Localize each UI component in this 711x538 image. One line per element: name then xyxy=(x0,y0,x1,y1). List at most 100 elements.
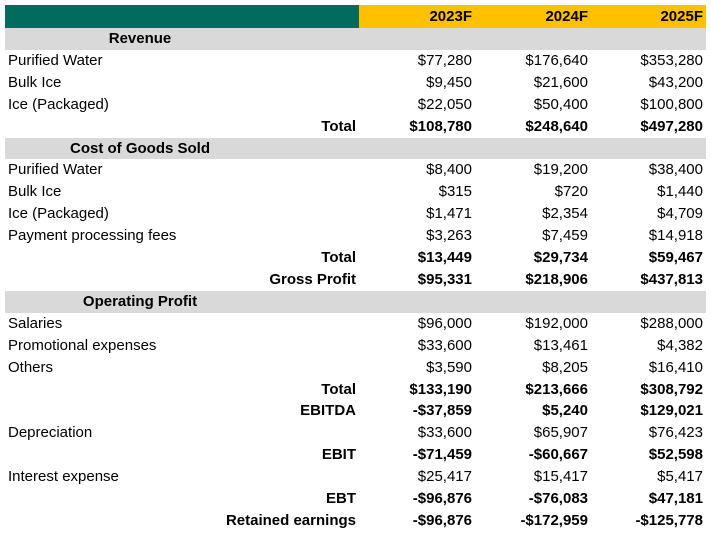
value-cell[interactable]: $133,190 xyxy=(409,380,472,398)
value-cell[interactable]: $8,205 xyxy=(542,358,588,376)
line-item-row: Salaries $96,000 $192,000 $288,000 xyxy=(5,313,706,335)
summary-row: EBIT -$71,459 -$60,667 $52,598 xyxy=(5,444,706,466)
value-cell[interactable]: $22,050 xyxy=(417,95,472,113)
value-cell[interactable]: $96,000 xyxy=(417,314,472,332)
value-cell[interactable]: $100,800 xyxy=(640,95,703,113)
value-cell[interactable]: $288,000 xyxy=(640,314,703,332)
summary-label-cell[interactable]: Gross Profit xyxy=(269,270,356,288)
value-cell[interactable]: $14,918 xyxy=(648,227,703,245)
summary-label-cell[interactable]: Total xyxy=(321,117,356,135)
value-cell[interactable]: $47,181 xyxy=(648,490,703,508)
value-cell[interactable]: $308,792 xyxy=(640,380,703,398)
section-empty-cell[interactable] xyxy=(359,28,475,50)
line-item-label-cell[interactable]: Payment processing fees xyxy=(8,227,177,245)
line-item-label-cell[interactable]: Purified Water xyxy=(8,51,103,69)
value-cell[interactable]: $33,600 xyxy=(417,424,472,442)
value-cell[interactable]: -$172,959 xyxy=(520,511,588,529)
line-item-label-cell[interactable]: Depreciation xyxy=(8,424,93,442)
line-item-label-cell[interactable]: Bulk Ice xyxy=(8,73,62,91)
section-empty-cell[interactable] xyxy=(591,137,706,160)
value-cell[interactable]: $5,417 xyxy=(657,468,703,486)
value-cell[interactable]: $21,600 xyxy=(533,73,588,91)
section-title[interactable]: Operating Profit xyxy=(5,290,359,313)
summary-label-cell[interactable]: EBT xyxy=(326,490,356,508)
section-empty-cell[interactable] xyxy=(475,290,591,313)
line-item-label-cell[interactable]: Others xyxy=(8,358,54,376)
value-cell[interactable]: -$96,876 xyxy=(412,511,472,529)
value-cell[interactable]: $248,640 xyxy=(525,117,588,135)
value-cell[interactable]: -$71,459 xyxy=(412,446,472,464)
value-cell[interactable]: -$96,876 xyxy=(412,490,472,508)
value-cell[interactable]: $129,021 xyxy=(640,402,703,420)
line-item-row: Others $3,590 $8,205 $16,410 xyxy=(5,357,706,379)
value-cell[interactable]: $3,590 xyxy=(426,358,472,376)
value-cell[interactable]: -$60,667 xyxy=(528,446,588,464)
value-cell[interactable]: $52,598 xyxy=(648,446,703,464)
line-item-label-cell[interactable]: Promotional expenses xyxy=(8,336,157,354)
summary-label-cell[interactable]: EBIT xyxy=(321,446,356,464)
section-title[interactable]: Revenue xyxy=(5,28,359,50)
value-cell[interactable]: $19,200 xyxy=(533,161,588,179)
value-cell[interactable]: $13,449 xyxy=(417,249,472,267)
value-cell[interactable]: $213,666 xyxy=(525,380,588,398)
value-cell[interactable]: $176,640 xyxy=(525,51,588,69)
section-empty-cell[interactable] xyxy=(359,137,475,160)
summary-row: Retained earnings -$96,876 -$172,959 -$125,… xyxy=(5,510,706,532)
line-item-label-cell[interactable]: Ice (Packaged) xyxy=(8,205,109,223)
value-cell[interactable]: $13,461 xyxy=(533,336,588,354)
year-header-2025[interactable]: 2025F xyxy=(591,5,706,28)
line-item-label-cell[interactable]: Salaries xyxy=(8,314,63,332)
value-cell[interactable]: $437,813 xyxy=(640,270,703,288)
value-cell[interactable]: $7,459 xyxy=(542,227,588,245)
value-cell[interactable]: $29,734 xyxy=(533,249,588,267)
value-cell[interactable]: $25,417 xyxy=(417,468,472,486)
year-header-2023[interactable]: 2023F xyxy=(359,5,475,28)
value-cell[interactable]: $2,354 xyxy=(542,205,588,223)
value-cell[interactable]: $315 xyxy=(438,183,472,201)
value-cell[interactable]: $1,440 xyxy=(657,183,703,201)
value-cell[interactable]: -$76,083 xyxy=(528,490,588,508)
year-header-2024[interactable]: 2024F xyxy=(475,5,591,28)
summary-label-cell[interactable]: Retained earnings xyxy=(225,511,356,529)
value-cell[interactable]: $720 xyxy=(554,183,588,201)
summary-label-cell[interactable]: Total xyxy=(321,380,356,398)
section-empty-cell[interactable] xyxy=(591,28,706,50)
value-cell[interactable]: $1,471 xyxy=(426,205,472,223)
line-item-label-cell[interactable]: Interest expense xyxy=(8,468,119,486)
value-cell[interactable]: $497,280 xyxy=(640,117,703,135)
value-cell[interactable]: $15,417 xyxy=(533,468,588,486)
value-cell[interactable]: $108,780 xyxy=(409,117,472,135)
value-cell[interactable]: $59,467 xyxy=(648,249,703,267)
value-cell[interactable]: -$37,859 xyxy=(412,402,472,420)
value-cell[interactable]: $50,400 xyxy=(533,95,588,113)
section-empty-cell[interactable] xyxy=(359,290,475,313)
line-item-label-cell[interactable]: Bulk Ice xyxy=(8,183,62,201)
section-title[interactable]: Cost of Goods Sold xyxy=(5,137,359,160)
value-cell[interactable]: $16,410 xyxy=(648,358,703,376)
value-cell[interactable]: $95,331 xyxy=(417,270,472,288)
summary-label-cell[interactable]: EBITDA xyxy=(300,402,356,420)
value-cell[interactable]: $8,400 xyxy=(426,161,472,179)
value-cell[interactable]: $77,280 xyxy=(417,51,472,69)
value-cell[interactable]: $9,450 xyxy=(426,73,472,91)
section-empty-cell[interactable] xyxy=(591,290,706,313)
value-cell[interactable]: $3,263 xyxy=(426,227,472,245)
value-cell[interactable]: -$125,778 xyxy=(635,511,703,529)
value-cell[interactable]: $218,906 xyxy=(525,270,588,288)
line-item-label-cell[interactable]: Purified Water xyxy=(8,161,103,179)
value-cell[interactable]: $33,600 xyxy=(417,336,472,354)
line-item-label-cell[interactable]: Ice (Packaged) xyxy=(8,95,109,113)
value-cell[interactable]: $65,907 xyxy=(533,424,588,442)
section-empty-cell[interactable] xyxy=(475,28,591,50)
summary-label-cell[interactable]: Total xyxy=(321,249,356,267)
value-cell[interactable]: $192,000 xyxy=(525,314,588,332)
value-cell[interactable]: $4,382 xyxy=(657,336,703,354)
value-cell[interactable]: $76,423 xyxy=(648,424,703,442)
header-corner-cell xyxy=(5,5,359,28)
section-empty-cell[interactable] xyxy=(475,137,591,160)
value-cell[interactable]: $353,280 xyxy=(640,51,703,69)
value-cell[interactable]: $4,709 xyxy=(657,205,703,223)
value-cell[interactable]: $43,200 xyxy=(648,73,703,91)
value-cell[interactable]: $38,400 xyxy=(648,161,703,179)
value-cell[interactable]: $5,240 xyxy=(542,402,588,420)
